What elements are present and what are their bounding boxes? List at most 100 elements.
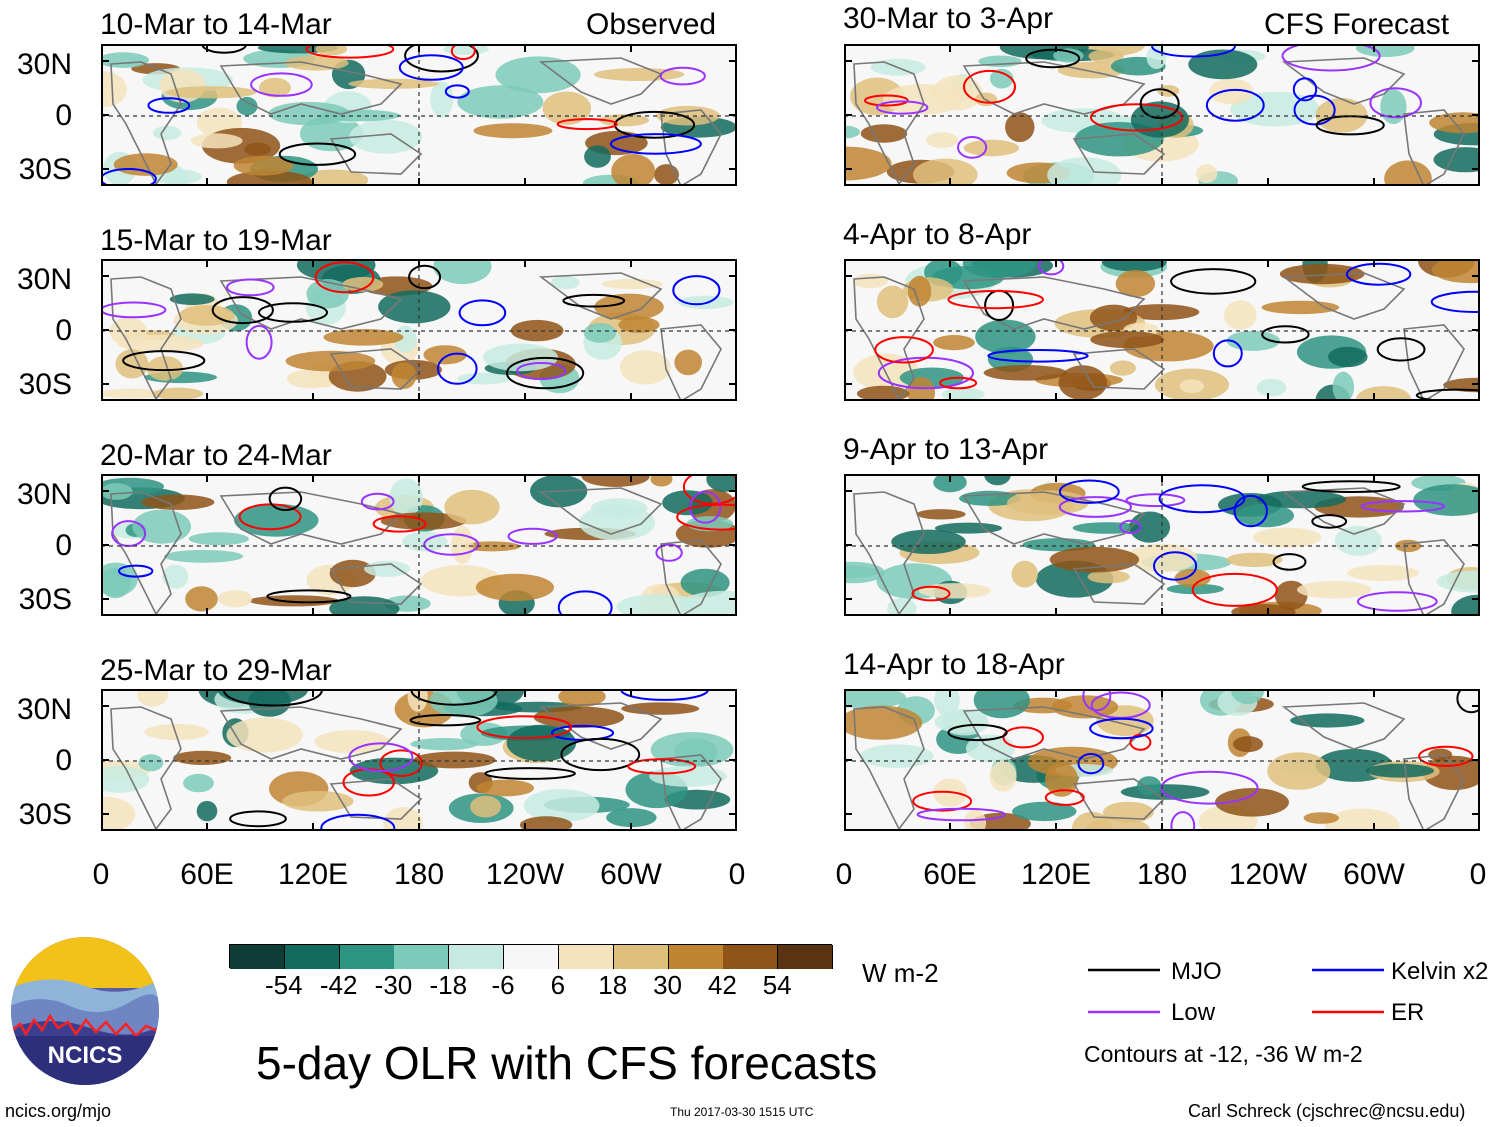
olr-anomaly [941, 387, 985, 401]
olr-anomaly [259, 77, 291, 98]
mjo-contour [1311, 514, 1348, 529]
olr-anomaly [1256, 490, 1347, 509]
olr-anomaly [349, 119, 423, 154]
er-contour [963, 69, 1016, 104]
footer-url[interactable]: ncics.org/mjo [5, 1101, 112, 1121]
olr-anomaly [1012, 801, 1077, 822]
olr-anomaly [844, 146, 892, 181]
colorbar-swatch [394, 945, 450, 969]
colorbar-swatch [613, 945, 669, 969]
olr-anomaly [523, 789, 600, 823]
kelvin-contour [1292, 77, 1318, 102]
olr-anomaly [989, 68, 1014, 89]
olr-anomaly [579, 504, 656, 541]
coastline [1072, 563, 1166, 605]
olr-anomaly [1431, 259, 1480, 284]
kelvin-contour [672, 275, 721, 306]
legend-mjo-label: MJO [1171, 958, 1222, 985]
kelvin-contour [118, 564, 154, 578]
er-contour [476, 715, 573, 740]
olr-anomaly [1146, 45, 1167, 69]
kelvin-contour [320, 813, 396, 831]
low-contour [1082, 689, 1112, 712]
olr-anomaly [975, 319, 1036, 354]
er-contour [238, 503, 302, 531]
coastline [1072, 348, 1166, 390]
olr-anomaly [650, 732, 734, 768]
coastline [110, 706, 182, 831]
olr-anomaly [584, 145, 611, 168]
olr-anomaly [101, 765, 150, 793]
mjo-contour [266, 589, 352, 604]
mjo-contour [1025, 48, 1081, 69]
colorbar-label: 6 [550, 970, 566, 1000]
olr-anomaly [138, 754, 164, 772]
mjo-contour [613, 110, 696, 139]
olr-anomaly [137, 689, 168, 707]
olr-anomaly [1072, 522, 1143, 534]
cfs-forecast-label: CFS Forecast [1264, 8, 1450, 41]
olr-anomaly [916, 509, 966, 520]
olr-anomaly [1325, 808, 1400, 831]
olr-anomaly [558, 689, 606, 707]
low-contour [250, 72, 313, 97]
olr-anomaly [393, 325, 417, 353]
olr-anomaly [887, 597, 917, 616]
y-tick-0: 0 [55, 529, 72, 562]
logo-text: NCICS [48, 1042, 123, 1069]
olr-anomaly [475, 573, 554, 602]
olr-anomaly [618, 316, 660, 333]
er-contour [627, 758, 697, 775]
ncics-logo: NCICS [11, 937, 159, 1085]
olr-anomaly [457, 85, 544, 119]
colorbar-label: -18 [429, 970, 468, 1000]
olr-anomaly [519, 816, 573, 831]
olr-anomaly [1328, 346, 1368, 368]
colorbar-swatch [558, 945, 614, 969]
er-contour [1418, 745, 1474, 767]
olr-anomaly [144, 723, 209, 741]
mjo-contour [947, 723, 1008, 742]
er-contour [1129, 733, 1152, 751]
olr-anomaly [1253, 527, 1322, 548]
low-contour [1170, 811, 1196, 831]
low-contour [423, 533, 480, 556]
x-tick-60w: 60W [600, 858, 662, 891]
olr-anomaly [1047, 157, 1122, 186]
x-tick-120e: 120E [1020, 858, 1092, 891]
olr-anomaly [430, 81, 454, 118]
er-contour [1191, 572, 1278, 607]
forecast-panel-1-title: 30-Mar to 3-Apr [843, 2, 1054, 35]
mjo-contour [562, 293, 626, 308]
olr-anomaly [1332, 371, 1354, 401]
y-tick-30s: 30S [18, 368, 72, 401]
olr-anomaly [1120, 784, 1210, 800]
olr-anomaly [451, 526, 474, 564]
olr-anomaly [973, 689, 1030, 719]
kelvin-contour [458, 299, 507, 327]
olr-anomaly [141, 494, 215, 510]
er-contour [556, 118, 618, 131]
observed-panel-4-title: 25-Mar to 29-Mar [100, 654, 332, 687]
low-contour [1058, 496, 1132, 518]
low-contour [348, 742, 414, 772]
olr-anomaly [706, 474, 737, 492]
olr-anomaly [1045, 762, 1079, 797]
olr-anomaly [984, 474, 1011, 486]
forecast-panel-3-title: 9-Apr to 13-Apr [843, 433, 1049, 466]
colorbar-label: 42 [707, 970, 737, 1000]
legend-er-label: ER [1391, 999, 1425, 1026]
olr-anomaly [282, 790, 354, 812]
olr-anomaly [163, 549, 244, 563]
olr-anomaly [1365, 763, 1434, 778]
olr-anomaly [619, 350, 671, 385]
er-contour [864, 94, 909, 107]
kelvin-contour [398, 54, 464, 81]
olr-anomaly [876, 285, 909, 319]
x-tick-180: 180 [1136, 858, 1188, 891]
x-tick-60e: 60E [180, 858, 234, 891]
x-tick-0: 0 [835, 858, 853, 891]
mjo-contour [122, 350, 206, 372]
olr-anomaly [226, 717, 303, 753]
mjo-contour [258, 302, 328, 323]
